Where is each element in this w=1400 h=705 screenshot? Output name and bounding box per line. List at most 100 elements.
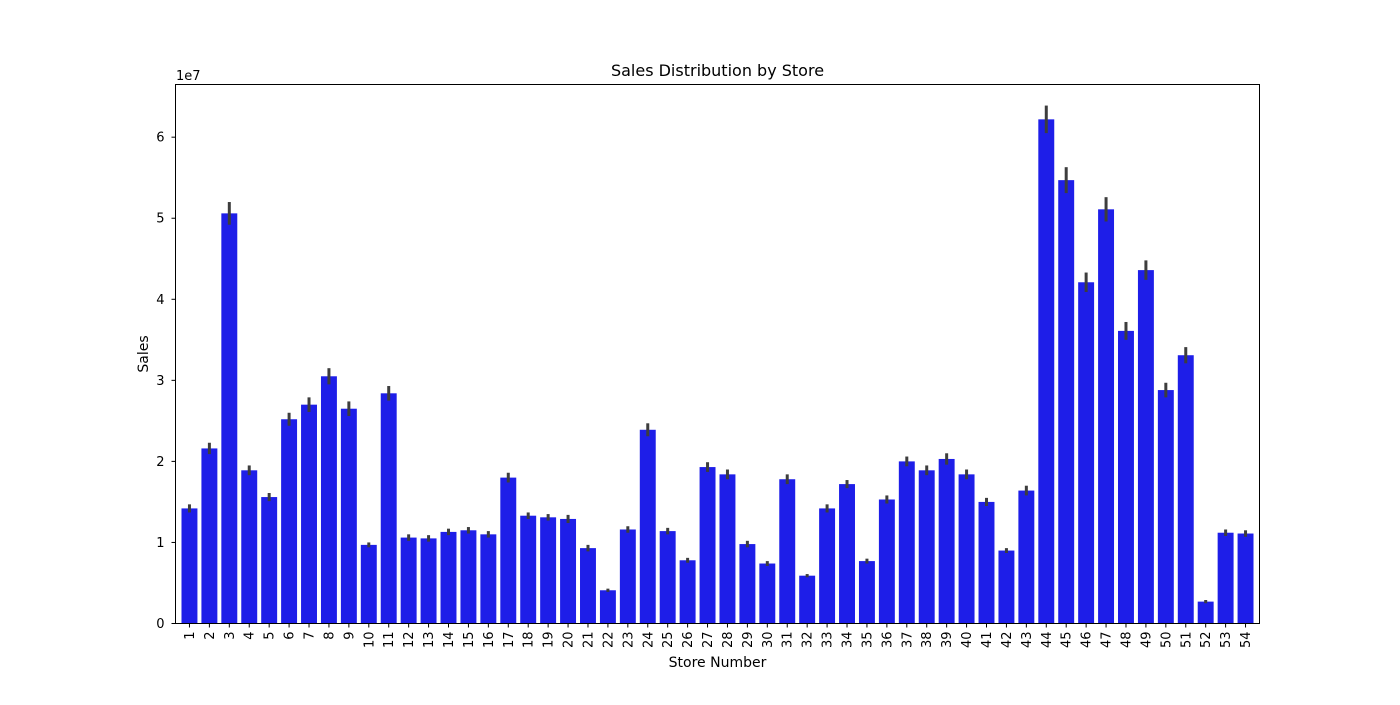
bar-store-5 — [261, 497, 278, 624]
bar-store-35 — [858, 561, 875, 624]
bar-store-23 — [619, 529, 636, 624]
bar-store-12 — [400, 537, 417, 624]
y-tick-label-3: 3 — [156, 374, 164, 389]
bar-store-42 — [998, 550, 1015, 624]
x-tick-label-18: 18 — [522, 632, 537, 649]
x-tick-label-33: 33 — [821, 632, 836, 649]
bar-store-6 — [281, 419, 298, 624]
y-tick-label-1: 1 — [156, 536, 164, 551]
x-tick-label-24: 24 — [641, 632, 656, 649]
bar-store-4 — [241, 470, 258, 624]
bar-store-14 — [440, 531, 457, 624]
x-tick-label-20: 20 — [562, 632, 577, 649]
x-tick-label-53: 53 — [1219, 632, 1234, 649]
bar-store-24 — [639, 429, 656, 624]
bar-store-44 — [1038, 119, 1055, 624]
bar-store-48 — [1118, 330, 1134, 624]
bar-store-17 — [500, 477, 517, 624]
x-tick-label-42: 42 — [1000, 631, 1015, 648]
bar-store-13 — [420, 538, 437, 624]
x-tick-label-22: 22 — [601, 632, 616, 649]
bar-store-26 — [679, 560, 696, 624]
x-tick-label-39: 39 — [940, 632, 955, 649]
bar-store-43 — [1018, 490, 1035, 624]
x-tick-label-30: 30 — [761, 632, 776, 649]
x-tick-label-51: 51 — [1179, 632, 1194, 649]
x-tick-label-17: 17 — [502, 632, 517, 649]
bar-store-33 — [819, 508, 836, 624]
x-axis-ticks: 1 2 3 4 5 6 7 8 9 10 11 12 13 14 15 16 17 18 19 20 21 22 23 24 2… — [183, 623, 1254, 649]
x-tick-label-25: 25 — [661, 632, 676, 649]
x-tick-label-49: 49 — [1139, 632, 1154, 649]
bar-store-39 — [938, 458, 955, 624]
bar-store-31 — [779, 479, 796, 624]
x-tick-label-2: 2 — [203, 632, 218, 640]
x-tick-label-4: 4 — [243, 632, 258, 640]
bar-store-34 — [839, 484, 855, 624]
bars-layer — [181, 119, 1254, 624]
bar-store-41 — [978, 501, 995, 624]
y-tick-label-5: 5 — [156, 212, 164, 227]
x-tick-label-7: 7 — [303, 632, 318, 640]
bar-store-18 — [520, 515, 537, 624]
x-tick-label-16: 16 — [482, 632, 497, 649]
bar-store-25 — [659, 531, 676, 624]
bar-store-30 — [759, 563, 776, 624]
x-tick-label-11: 11 — [382, 632, 397, 649]
bar-store-2 — [201, 448, 218, 624]
y-tick-label-4: 4 — [156, 293, 164, 308]
x-tick-label-9: 9 — [342, 632, 357, 640]
bar-store-7 — [301, 404, 317, 624]
x-axis-label: Store Number — [669, 655, 767, 671]
bar-store-51 — [1177, 355, 1194, 624]
bar-store-10 — [360, 544, 377, 624]
x-tick-label-19: 19 — [542, 632, 557, 649]
x-tick-label-26: 26 — [681, 632, 696, 649]
bar-store-37 — [898, 461, 915, 624]
bar-store-16 — [480, 534, 497, 624]
x-tick-label-50: 50 — [1159, 632, 1174, 649]
bar-store-45 — [1058, 180, 1075, 624]
x-tick-label-32: 32 — [801, 632, 816, 649]
bar-store-8 — [320, 376, 337, 624]
bar-store-11 — [380, 393, 397, 624]
bar-store-38 — [918, 470, 935, 624]
x-tick-label-1: 1 — [183, 632, 198, 640]
bar-store-15 — [460, 530, 477, 624]
y-tick-label-6: 6 — [156, 131, 164, 146]
x-tick-label-21: 21 — [581, 632, 596, 649]
x-tick-label-48: 48 — [1119, 632, 1134, 649]
y-tick-label-2: 2 — [156, 455, 164, 470]
bar-store-20 — [560, 518, 577, 624]
x-tick-label-34: 34 — [841, 632, 856, 649]
bar-store-29 — [739, 544, 756, 624]
bar-store-28 — [719, 474, 736, 624]
x-tick-label-8: 8 — [322, 632, 337, 640]
bar-store-19 — [540, 517, 557, 624]
bar-store-36 — [878, 499, 895, 624]
bar-store-40 — [958, 474, 975, 624]
bar-store-21 — [580, 548, 596, 624]
x-tick-label-31: 31 — [781, 632, 796, 649]
bar-store-3 — [221, 213, 238, 624]
x-tick-label-35: 35 — [860, 632, 875, 649]
x-tick-label-43: 43 — [1020, 632, 1035, 649]
x-tick-label-44: 44 — [1040, 632, 1055, 649]
bar-store-52 — [1197, 601, 1214, 624]
x-tick-label-54: 54 — [1239, 632, 1254, 649]
x-tick-label-14: 14 — [442, 632, 457, 649]
x-tick-label-10: 10 — [362, 632, 377, 649]
x-tick-label-36: 36 — [880, 632, 895, 649]
x-tick-label-46: 46 — [1080, 632, 1095, 649]
x-tick-label-12: 12 — [402, 632, 417, 649]
bar-store-53 — [1217, 532, 1234, 624]
bar-store-22 — [599, 590, 616, 624]
x-tick-label-37: 37 — [900, 632, 915, 649]
y-axis-label: Sales — [136, 335, 152, 372]
x-tick-label-52: 52 — [1199, 632, 1214, 649]
x-tick-label-29: 29 — [741, 632, 756, 649]
x-tick-label-15: 15 — [462, 632, 477, 649]
plot-frame — [175, 84, 1260, 624]
x-tick-label-45: 45 — [1060, 632, 1075, 649]
errorbars-layer — [187, 105, 1248, 604]
